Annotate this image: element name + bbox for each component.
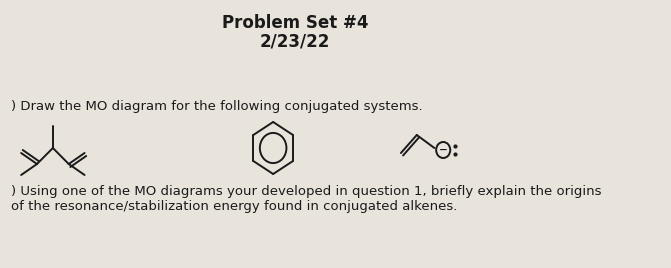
Text: Problem Set #4: Problem Set #4 bbox=[222, 14, 368, 32]
Text: ) Draw the MO diagram for the following conjugated systems.: ) Draw the MO diagram for the following … bbox=[11, 100, 422, 113]
Text: −: − bbox=[439, 145, 448, 155]
Text: ) Using one of the MO diagrams your developed in question 1, briefly explain the: ) Using one of the MO diagrams your deve… bbox=[11, 185, 601, 198]
Text: of the resonance/stabilization energy found in conjugated alkenes.: of the resonance/stabilization energy fo… bbox=[11, 200, 457, 213]
Text: 2/23/22: 2/23/22 bbox=[260, 32, 330, 50]
